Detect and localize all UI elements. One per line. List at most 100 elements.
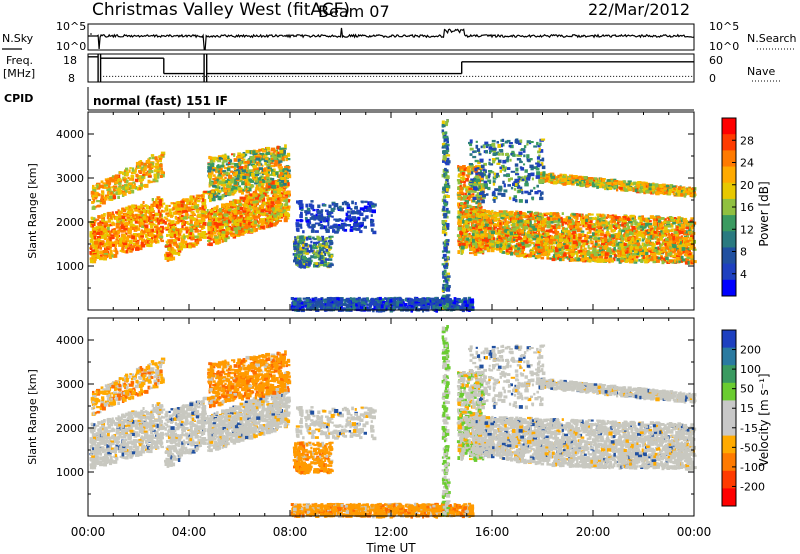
freq-right-tick-bottom: 0 <box>709 72 716 85</box>
power-cell <box>208 156 212 159</box>
power-cell <box>302 247 304 249</box>
power-cell <box>131 172 133 174</box>
power-cell <box>465 210 469 213</box>
power-cell <box>285 159 288 161</box>
power-cell <box>295 261 299 264</box>
power-cell <box>348 301 351 303</box>
power-cell <box>103 250 106 253</box>
power-cell <box>117 231 120 234</box>
power-cell <box>150 216 152 220</box>
power-cell <box>150 233 154 237</box>
power-cell <box>320 260 323 263</box>
power-cell <box>95 219 99 221</box>
power-cell <box>213 216 216 218</box>
power-cell <box>284 174 286 176</box>
power-cell <box>247 216 251 220</box>
power-cell <box>128 191 131 195</box>
power-cell <box>468 188 472 190</box>
power-cell <box>150 212 152 215</box>
power-cell <box>118 218 121 221</box>
power-cell <box>279 166 283 169</box>
power-cell <box>194 199 196 202</box>
power-cell <box>404 303 407 307</box>
power-cell <box>305 204 308 208</box>
power-cell <box>242 176 246 179</box>
power-cell <box>369 201 373 204</box>
power-cell <box>342 304 346 306</box>
power-cell <box>300 212 303 215</box>
power-cell <box>460 306 463 309</box>
power-cell <box>464 205 467 208</box>
power-cell <box>293 302 297 306</box>
power-cell <box>320 300 323 304</box>
power-cell <box>216 241 220 244</box>
power-cell <box>174 211 177 215</box>
power-cell <box>92 185 95 187</box>
power-cell <box>91 217 93 220</box>
power-cell <box>298 251 302 254</box>
power-cell <box>144 163 147 166</box>
power-cell <box>141 176 144 179</box>
power-cell <box>161 210 163 212</box>
power-cell <box>479 204 482 207</box>
power-cell <box>135 179 139 183</box>
power-cell <box>466 169 468 172</box>
power-cell <box>299 300 301 304</box>
power-cell <box>278 164 282 167</box>
power-cell <box>262 150 266 153</box>
power-cell <box>230 163 234 165</box>
power-cell <box>284 219 287 222</box>
power-cell <box>221 203 224 207</box>
power-cell <box>468 173 471 175</box>
power-cell <box>296 259 299 261</box>
power-cell <box>102 201 106 205</box>
power-cell <box>328 215 330 217</box>
power-cell <box>159 199 162 203</box>
power-cell <box>155 166 159 169</box>
power-cell <box>258 183 261 186</box>
power-cell <box>214 222 218 226</box>
power-cell <box>97 215 100 218</box>
power-cell <box>100 185 104 189</box>
power-cell <box>202 202 206 205</box>
power-cell <box>266 197 269 199</box>
power-cell <box>450 301 452 304</box>
power-cell <box>361 301 365 304</box>
power-cell <box>212 157 216 160</box>
noise-sky-line <box>88 28 694 49</box>
power-cell <box>189 232 192 235</box>
power-cell <box>125 168 128 171</box>
power-cell <box>347 204 351 207</box>
power-cell <box>473 251 476 253</box>
power-cell <box>245 195 248 197</box>
power-cell <box>318 252 320 255</box>
power-cell <box>123 209 126 212</box>
power-cell <box>281 180 284 183</box>
power-cell <box>253 204 256 207</box>
power-cell <box>460 187 463 190</box>
power-cell <box>132 182 135 184</box>
power-cell <box>103 228 107 231</box>
power-cell <box>332 229 335 233</box>
power-cell <box>122 247 125 251</box>
power-cell <box>251 217 254 220</box>
power-cell <box>226 172 229 176</box>
power-cell <box>123 179 126 182</box>
power-cell <box>128 211 132 213</box>
power-cell <box>327 300 330 304</box>
power-cell <box>461 243 465 246</box>
power-cell <box>458 206 460 209</box>
power-cell <box>364 226 367 229</box>
power-cell <box>102 241 105 244</box>
power-cell <box>277 188 281 191</box>
power-cell <box>343 224 347 227</box>
power-cell <box>303 298 306 300</box>
power-cell <box>430 303 434 306</box>
power-cell <box>165 208 168 212</box>
power-cell <box>126 250 128 254</box>
power-cell <box>91 249 95 251</box>
power-cell <box>340 208 344 211</box>
power-cell <box>351 201 354 205</box>
power-cell <box>177 208 182 211</box>
power-cell <box>174 234 176 238</box>
